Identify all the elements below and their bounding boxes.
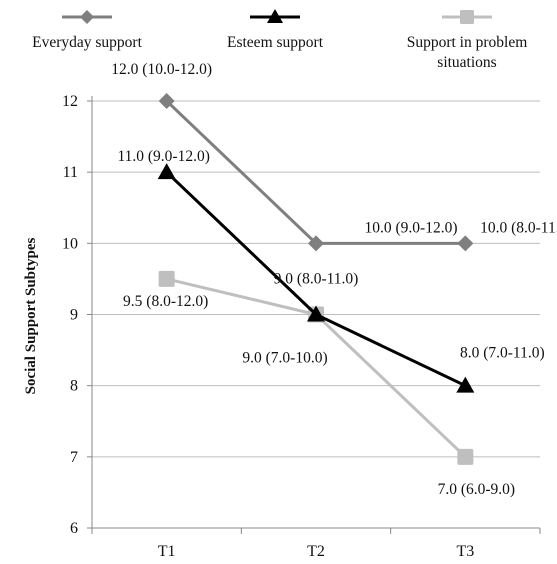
data-label: 9.0 (7.0-10.0)	[242, 350, 327, 367]
x-tick-label: T1	[158, 543, 176, 560]
y-axis-label: Social Support Subtypes	[23, 237, 39, 394]
data-point-marker	[457, 448, 474, 465]
y-tick-label: 11	[63, 164, 78, 181]
data-label: 10.0 (8.0-11.3)	[480, 219, 557, 236]
data-labels: 12.0 (10.0-12.0) 10.0 (9.0-12.0) 10.0 (8.0…	[111, 61, 557, 498]
series-group	[157, 93, 475, 465]
y-tick-label: 10	[62, 235, 78, 252]
data-label: 12.0 (10.0-12.0)	[111, 61, 212, 78]
y-tick-label: 8	[70, 378, 78, 395]
y-tick-labels: 6 7 8 9 10 11 12	[62, 93, 78, 537]
data-label: 10.0 (9.0-12.0)	[365, 219, 458, 236]
axes	[87, 96, 541, 534]
data-point-marker	[456, 376, 475, 393]
x-tick-labels: T1 T2 T3	[158, 543, 474, 560]
data-label: 7.0 (6.0-9.0)	[438, 481, 516, 498]
data-label: 8.0 (7.0-11.0)	[460, 345, 545, 362]
data-point-marker	[158, 270, 175, 287]
y-tick-label: 6	[70, 520, 78, 537]
data-point-marker	[157, 163, 176, 180]
y-tick-label: 9	[70, 307, 78, 324]
data-point-marker	[308, 235, 324, 252]
data-label: 11.0 (9.0-12.0)	[117, 148, 209, 165]
legend-marker	[460, 10, 474, 24]
data-point-marker	[307, 305, 325, 322]
legend-label: situations	[437, 54, 496, 71]
legend-marker	[267, 9, 283, 23]
data-point-marker	[457, 235, 474, 252]
data-label: 9.5 (8.0-12.0)	[123, 293, 208, 310]
legend-label: Esteem support	[227, 34, 324, 51]
data-label: 9.0 (8.0-11.0)	[274, 271, 359, 288]
legend-label: Everyday support	[32, 34, 142, 51]
legend-marker	[80, 10, 94, 24]
x-tick-label: T3	[456, 543, 474, 560]
legend-label: Support in problem	[407, 34, 528, 51]
y-tick-label: 12	[62, 93, 78, 110]
data-point-marker	[158, 93, 175, 109]
x-tick-label: T2	[307, 543, 325, 560]
y-tick-label: 7	[70, 449, 78, 466]
legend: Everyday support Esteem support Support in…	[32, 9, 527, 71]
